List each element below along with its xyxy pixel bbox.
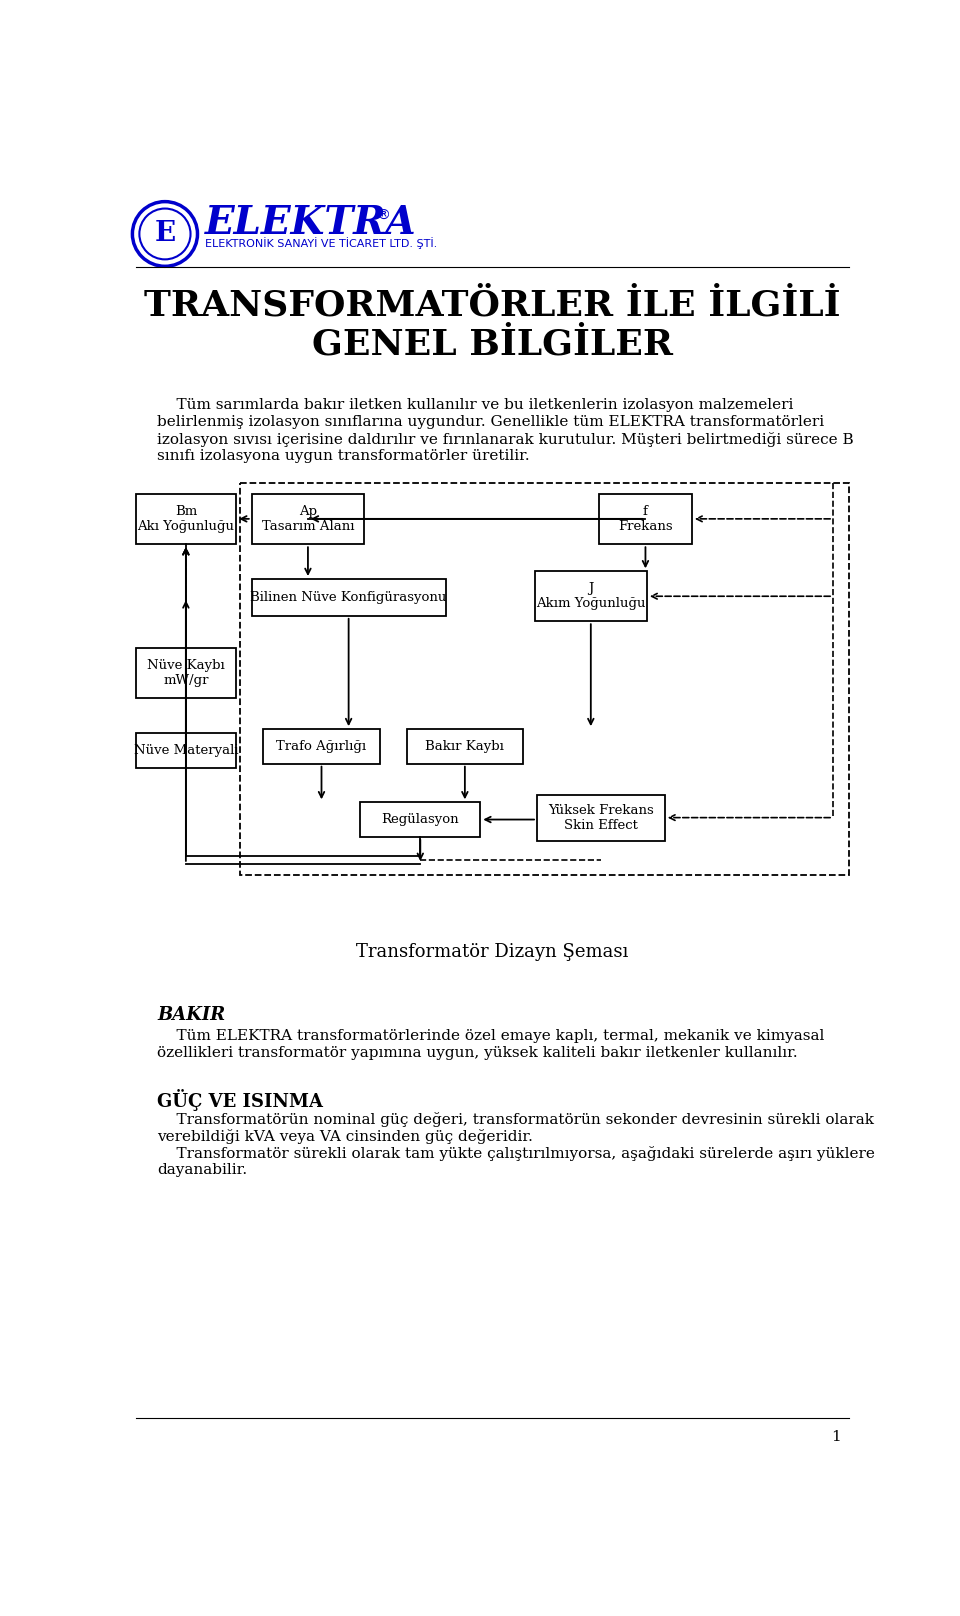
Text: ELEKTRA: ELEKTRA [205, 204, 417, 242]
Text: Transformatör Dizayn Şeması: Transformatör Dizayn Şeması [356, 944, 628, 962]
Text: verebildiği kVA veya VA cinsinden güç değeridir.: verebildiği kVA veya VA cinsinden güç de… [157, 1128, 533, 1144]
Text: Transformatör sürekli olarak tam yükte çalıştırılmıyorsa, aşağıdaki sürelerde aş: Transformatör sürekli olarak tam yükte ç… [157, 1146, 876, 1160]
Text: 1: 1 [831, 1430, 841, 1443]
Text: f
Frekans: f Frekans [618, 506, 673, 533]
Text: belirlenmiş izolasyon sınıflarına uygundur. Genellikle tüm ELEKTRA transformatör: belirlenmiş izolasyon sınıflarına uygund… [157, 415, 825, 428]
FancyBboxPatch shape [535, 570, 647, 621]
Text: TRANSFORMATÖRLER İLE İLGİLİ: TRANSFORMATÖRLER İLE İLGİLİ [144, 289, 840, 323]
Text: Tüm sarımlarda bakır iletken kullanılır ve bu iletkenlerin izolasyon malzemeleri: Tüm sarımlarda bakır iletken kullanılır … [157, 398, 794, 412]
Text: sınıfı izolasyona uygun transformatörler üretilir.: sınıfı izolasyona uygun transformatörler… [157, 449, 530, 462]
FancyBboxPatch shape [252, 494, 364, 545]
Text: Transformatörün nominal güç değeri, transformatörün sekonder devresinin sürekli : Transformatörün nominal güç değeri, tran… [157, 1112, 875, 1126]
FancyBboxPatch shape [360, 802, 480, 837]
Text: Bakır Kaybı: Bakır Kaybı [425, 740, 504, 753]
Text: E: E [155, 220, 176, 247]
Text: BAKIR: BAKIR [157, 1007, 226, 1025]
FancyBboxPatch shape [407, 729, 523, 764]
Text: Trafo Ağırlığı: Trafo Ağırlığı [276, 740, 367, 753]
FancyBboxPatch shape [599, 494, 692, 545]
FancyBboxPatch shape [135, 734, 236, 768]
Text: ®: ® [375, 208, 390, 223]
FancyBboxPatch shape [252, 579, 445, 616]
Text: GÜÇ VE ISINMA: GÜÇ VE ISINMA [157, 1089, 324, 1110]
Text: Bm
Akı Yoğunluğu: Bm Akı Yoğunluğu [137, 506, 234, 533]
FancyBboxPatch shape [135, 494, 236, 545]
Text: izolasyon sıvısı içerisine daldırılır ve fırınlanarak kurutulur. Müşteri belirtm: izolasyon sıvısı içerisine daldırılır ve… [157, 431, 853, 448]
Text: Tüm ELEKTRA transformatörlerinde özel emaye kaplı, termal, mekanik ve kimyasal: Tüm ELEKTRA transformatörlerinde özel em… [157, 1029, 825, 1044]
Text: J
Akım Yoğunluğu: J Akım Yoğunluğu [536, 582, 645, 611]
Text: Regülasyon: Regülasyon [381, 813, 459, 826]
Text: Nüve Kaybı
mW/gr: Nüve Kaybı mW/gr [147, 659, 225, 687]
Text: özellikleri transformatör yapımına uygun, yüksek kaliteli bakır iletkenler kulla: özellikleri transformatör yapımına uygun… [157, 1046, 798, 1060]
FancyBboxPatch shape [263, 729, 379, 764]
Text: Yüksek Frekans
Skin Effect: Yüksek Frekans Skin Effect [548, 803, 654, 832]
FancyBboxPatch shape [537, 795, 665, 840]
Text: Ap
Tasarım Alanı: Ap Tasarım Alanı [262, 506, 354, 533]
Text: Nüve Materyali: Nüve Materyali [133, 743, 238, 756]
Text: dayanabilir.: dayanabilir. [157, 1162, 248, 1176]
FancyBboxPatch shape [135, 648, 236, 698]
Text: Bilinen Nüve Konfigürasyonu: Bilinen Nüve Konfigürasyonu [251, 591, 446, 604]
Text: ELEKTRONİK SANAYİ VE TİCARET LTD. ŞTİ.: ELEKTRONİK SANAYİ VE TİCARET LTD. ŞTİ. [205, 238, 438, 249]
Text: GENEL BİLGİLER: GENEL BİLGİLER [311, 326, 673, 360]
